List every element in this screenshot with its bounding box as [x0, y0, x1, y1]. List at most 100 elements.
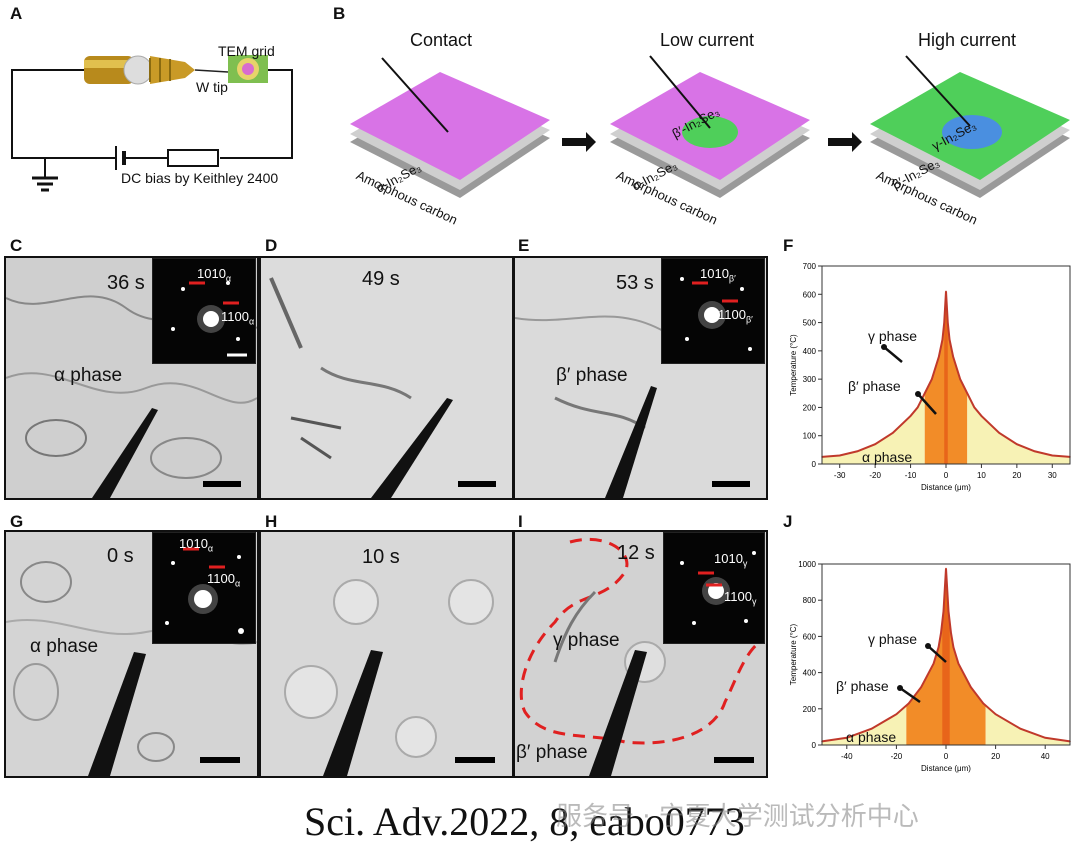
y-tick-label: 500	[803, 319, 817, 328]
data-point	[923, 392, 926, 395]
data-point	[856, 450, 859, 453]
citation-caption: Sci. Adv.2022, 8, eabo0773	[304, 799, 745, 844]
panel-label-g: G	[10, 512, 24, 531]
y-axis-label: Temperature (°C)	[789, 334, 798, 396]
x-tick-label: -40	[841, 752, 853, 761]
index1-i: 1010γ	[714, 551, 748, 569]
data-point	[909, 415, 912, 417]
data-point	[947, 610, 950, 612]
data-point	[957, 662, 960, 665]
y-tick-label: 200	[803, 403, 817, 412]
data-point	[980, 415, 983, 417]
y-tick-label: 600	[803, 290, 817, 299]
data-point	[895, 713, 898, 716]
time-i: 12 s	[617, 542, 655, 564]
data-point	[937, 646, 940, 649]
data-point	[952, 646, 955, 649]
y-tick-label: 0	[812, 460, 817, 469]
phase-annotation: α phase	[862, 449, 912, 465]
scale-bar-c	[203, 481, 241, 487]
dc-bias-label: DC bias by Keithley 2400	[121, 170, 279, 186]
data-point	[1016, 443, 1018, 445]
y-tick-label: 1000	[798, 560, 816, 569]
diffraction-inset-i: 1010γ 1100γ	[663, 532, 765, 644]
x-tick-label: 10	[977, 471, 986, 480]
data-point	[952, 355, 954, 358]
x-tick-label: 30	[1048, 471, 1057, 480]
circuit-diagram	[11, 55, 293, 192]
data-point	[908, 702, 910, 705]
stage-title-contact: Contact	[410, 30, 473, 50]
data-point	[973, 406, 976, 409]
stage-title-high-current: High current	[918, 30, 1017, 50]
data-point	[932, 662, 935, 665]
diffraction-inset-g: 1010α 1100α	[152, 532, 256, 644]
x-tick-label: -30	[834, 471, 846, 480]
time-c: 36 s	[107, 272, 145, 294]
tem-image-h	[259, 530, 514, 778]
time-h: 10 s	[362, 546, 400, 568]
diffraction-inset-c: 1010α 1100α	[152, 258, 256, 364]
annotation-arrow	[927, 645, 947, 663]
w-tip-label: W tip	[196, 79, 228, 95]
data-point	[846, 736, 848, 739]
data-point	[946, 321, 949, 324]
phase-label-g: α phase	[30, 636, 99, 657]
data-point	[940, 631, 942, 634]
panel-label-f: F	[783, 236, 794, 255]
scale-bar-e	[712, 481, 750, 487]
x-tick-label: -10	[905, 471, 917, 480]
index2-i: 1100γ	[724, 589, 757, 607]
time-g: 0 s	[107, 545, 134, 567]
phase-annotation: α phase	[846, 729, 896, 745]
data-point	[948, 338, 951, 341]
annotation-arrowhead	[925, 643, 931, 649]
x-axis-label: Distance (μm)	[921, 764, 971, 773]
y-tick-label: 0	[812, 741, 817, 750]
data-point	[966, 392, 969, 395]
data-point	[838, 454, 841, 457]
panel-label-j: J	[783, 512, 793, 531]
panel-label-c: C	[10, 236, 23, 255]
scale-bar-i	[714, 757, 754, 763]
annotation-arrow	[917, 393, 937, 415]
data-point	[1051, 454, 1054, 457]
data-point	[920, 686, 922, 688]
scale-bar-g	[200, 757, 240, 763]
annotation-arrow	[899, 686, 921, 704]
y-tick-label: 600	[803, 632, 817, 641]
data-point	[950, 631, 952, 634]
data-point	[1044, 736, 1046, 739]
data-point	[892, 432, 894, 434]
panel-label-i: I	[518, 512, 523, 531]
temperature-chart-f: -30 -20 -10 0 10 20 300100200300400500600700Di…	[789, 262, 1071, 492]
region-3	[985, 705, 1070, 745]
scale-bar-d	[458, 481, 496, 487]
y-tick-label: 800	[803, 596, 817, 605]
panel-label-b: B	[333, 4, 346, 23]
tem-image-d	[259, 256, 514, 500]
panel-label-d: D	[265, 236, 278, 255]
watermark-text: 服务号 · 宁夏大学测试分析中心	[556, 802, 919, 832]
panel-label-e: E	[518, 236, 530, 255]
x-tick-label: 20	[991, 752, 1000, 761]
tem-grid-label: TEM grid	[218, 43, 275, 59]
index2-e: 1100β′	[718, 307, 753, 325]
data-point	[874, 443, 876, 445]
data-point	[870, 727, 873, 730]
y-tick-label: 400	[803, 669, 817, 678]
phase-annotation: β′ phase	[836, 678, 889, 694]
data-point	[998, 432, 1000, 434]
scale-bar-h	[455, 757, 495, 763]
y-tick-label: 300	[803, 375, 817, 384]
data-point	[931, 378, 933, 380]
phase-schematic	[350, 55, 1070, 198]
region-0	[822, 393, 925, 464]
x-tick-label: 0	[944, 471, 949, 480]
x-axis-label: Distance (μm)	[921, 483, 971, 492]
data-point	[942, 610, 945, 612]
data-point	[994, 713, 997, 716]
annotation-arrowhead	[881, 344, 887, 350]
data-point	[941, 338, 944, 341]
